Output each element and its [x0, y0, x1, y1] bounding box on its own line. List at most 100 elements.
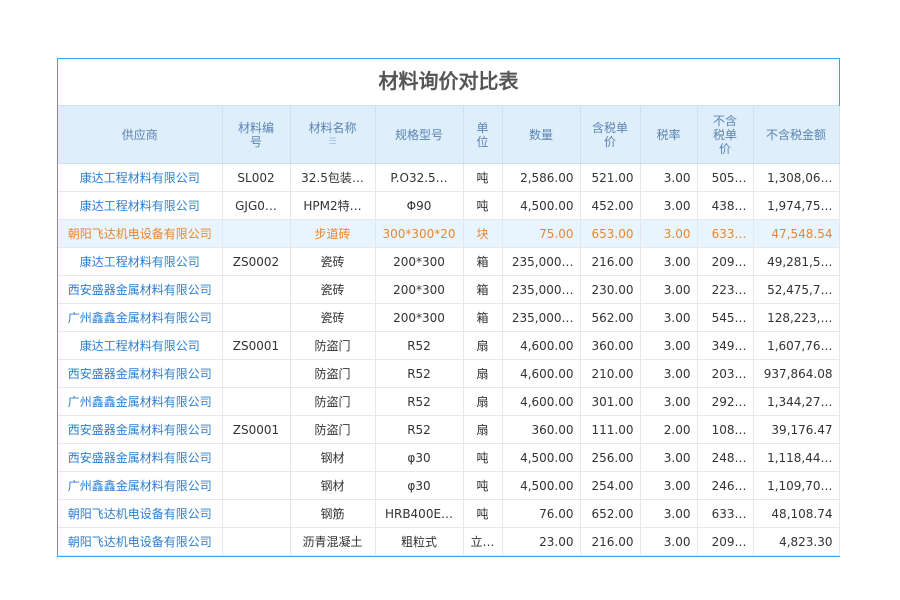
cell-supplier[interactable]: 广州鑫鑫金属材料有限公司	[58, 387, 223, 416]
sort-icon[interactable]: ☰	[328, 136, 337, 147]
cell-spec: 300*300*20	[375, 219, 464, 248]
cell-unit: 扇	[463, 359, 503, 388]
cell-quantity: 4,600.00	[502, 387, 581, 416]
cell-net-price: 203…	[697, 359, 754, 388]
cell-unit: 扇	[463, 331, 503, 360]
table-row[interactable]: 朝阳飞达机电设备有限公司 步道砖 300*300*20 块 75.00 653.00 3.0…	[58, 219, 840, 248]
table-row[interactable]: 康达工程材料有限公司 SL002 32.5包装… P.O32.5… 吨 2,586.00 5…	[58, 163, 840, 192]
cell-supplier[interactable]: 朝阳飞达机电设备有限公司	[58, 527, 223, 556]
cell-spec: 200*300	[375, 303, 464, 332]
cell-spec: P.O32.5…	[375, 163, 464, 192]
header-spec[interactable]: 规格型号	[375, 106, 464, 164]
cell-material-code: ZS0001	[222, 331, 291, 360]
cell-net-price: 292…	[697, 387, 754, 416]
cell-tax-price: 230.00	[580, 275, 641, 304]
header-label: 不含税金额	[765, 127, 826, 142]
cell-tax-price: 216.00	[580, 527, 641, 556]
header-supplier[interactable]: 供应商	[58, 106, 223, 164]
cell-tax-rate: 3.00	[640, 499, 698, 528]
cell-supplier[interactable]: 康达工程材料有限公司	[58, 191, 223, 220]
cell-tax-rate: 2.00	[640, 415, 698, 444]
table-row[interactable]: 西安盛器金属材料有限公司 ZS0001 防盗门 R52 扇 360.00 111.00 2.0…	[58, 415, 840, 444]
cell-supplier[interactable]: 康达工程材料有限公司	[58, 331, 223, 360]
cell-supplier[interactable]: 康达工程材料有限公司	[58, 163, 223, 192]
cell-supplier[interactable]: 朝阳飞达机电设备有限公司	[58, 499, 223, 528]
header-quantity[interactable]: 数量	[502, 106, 581, 164]
cell-tax-rate: 3.00	[640, 443, 698, 472]
cell-spec: φ30	[375, 443, 464, 472]
cell-supplier[interactable]: 西安盛器金属材料有限公司	[58, 275, 223, 304]
cell-spec: R52	[375, 415, 464, 444]
cell-supplier[interactable]: 西安盛器金属材料有限公司	[58, 443, 223, 472]
table-row[interactable]: 西安盛器金属材料有限公司 防盗门 R52 扇 4,600.00 210.00 3.00 203…	[58, 359, 840, 388]
cell-supplier[interactable]: 广州鑫鑫金属材料有限公司	[58, 303, 223, 332]
cell-quantity: 4,600.00	[502, 359, 581, 388]
cell-supplier[interactable]: 西安盛器金属材料有限公司	[58, 359, 223, 388]
cell-tax-rate: 3.00	[640, 219, 698, 248]
cell-net-price: 209…	[697, 247, 754, 276]
header-unit[interactable]: 单位	[463, 106, 503, 164]
cell-quantity: 235,000…	[502, 303, 581, 332]
table-row[interactable]: 朝阳飞达机电设备有限公司 沥青混凝土 粗粒式 立… 23.00 216.00 3.00 209…	[58, 527, 840, 556]
cell-quantity: 4,500.00	[502, 471, 581, 500]
table-row[interactable]: 广州鑫鑫金属材料有限公司 防盗门 R52 扇 4,600.00 301.00 3.00 292…	[58, 387, 840, 416]
cell-net-price: 248…	[697, 443, 754, 472]
cell-tax-rate: 3.00	[640, 527, 698, 556]
cell-material-name: 钢筋	[290, 499, 376, 528]
header-tax-rate[interactable]: 税率	[640, 106, 698, 164]
table-row[interactable]: 广州鑫鑫金属材料有限公司 瓷砖 200*300 箱 235,000… 562.00 3.00…	[58, 303, 840, 332]
cell-net-price: 545…	[697, 303, 754, 332]
cell-tax-rate: 3.00	[640, 359, 698, 388]
cell-tax-rate: 3.00	[640, 191, 698, 220]
cell-material-code: ZS0001	[222, 415, 291, 444]
cell-supplier[interactable]: 康达工程材料有限公司	[58, 247, 223, 276]
cell-net-amount: 1,974,75…	[753, 191, 840, 220]
header-net-amount[interactable]: 不含税金额	[753, 106, 840, 164]
table-row[interactable]: 朝阳飞达机电设备有限公司 钢筋 HRB400E… 吨 76.00 652.00 3.00 63…	[58, 499, 840, 528]
header-material-name[interactable]: 材料名称 ☰	[290, 106, 376, 164]
cell-net-amount: 39,176.47	[753, 415, 840, 444]
cell-material-name: 瓷砖	[290, 275, 376, 304]
header-material-code[interactable]: 材料编号	[222, 106, 291, 164]
cell-material-code	[222, 527, 291, 556]
cell-supplier[interactable]: 朝阳飞达机电设备有限公司	[58, 219, 223, 248]
cell-tax-price: 521.00	[580, 163, 641, 192]
table-row[interactable]: 康达工程材料有限公司 GJG0… HPM2特… Φ90 吨 4,500.00 452.00 3…	[58, 191, 840, 220]
cell-net-price: 505…	[697, 163, 754, 192]
cell-quantity: 4,500.00	[502, 191, 581, 220]
cell-material-name: 防盗门	[290, 387, 376, 416]
header-label: 材料编号	[237, 120, 274, 149]
table-row[interactable]: 西安盛器金属材料有限公司 钢材 φ30 吨 4,500.00 256.00 3.00 248……	[58, 443, 840, 472]
cell-supplier[interactable]: 西安盛器金属材料有限公司	[58, 415, 223, 444]
table-row[interactable]: 康达工程材料有限公司 ZS0001 防盗门 R52 扇 4,600.00 360.00 3.0…	[58, 331, 840, 360]
cell-net-amount: 4,823.30	[753, 527, 840, 556]
cell-supplier[interactable]: 广州鑫鑫金属材料有限公司	[58, 471, 223, 500]
cell-unit: 立…	[463, 527, 503, 556]
cell-net-amount: 1,109,70…	[753, 471, 840, 500]
comparison-table-panel: 材料询价对比表 供应商 材料编号 材料名称 ☰ 规格型号 单位 数量 含税单价 税率 不含税单价不…	[57, 58, 840, 557]
cell-tax-price: 216.00	[580, 247, 641, 276]
cell-tax-rate: 3.00	[640, 331, 698, 360]
cell-quantity: 75.00	[502, 219, 581, 248]
cell-unit: 箱	[463, 303, 503, 332]
header-label: 规格型号	[394, 127, 443, 142]
cell-material-code	[222, 275, 291, 304]
header-label: 材料名称	[308, 120, 357, 135]
cell-spec: R52	[375, 387, 464, 416]
header-label: 供应商	[121, 127, 158, 142]
header-label: 不含税单价	[712, 113, 737, 156]
cell-spec: R52	[375, 359, 464, 388]
cell-quantity: 23.00	[502, 527, 581, 556]
table-row[interactable]: 西安盛器金属材料有限公司 瓷砖 200*300 箱 235,000… 230.00 3.00…	[58, 275, 840, 304]
cell-tax-rate: 3.00	[640, 275, 698, 304]
cell-spec: R52	[375, 331, 464, 360]
table-row[interactable]: 康达工程材料有限公司 ZS0002 瓷砖 200*300 箱 235,000… 216.00…	[58, 247, 840, 276]
cell-net-price: 438…	[697, 191, 754, 220]
cell-unit: 吨	[463, 163, 503, 192]
cell-net-price: 108…	[697, 415, 754, 444]
table-row[interactable]: 广州鑫鑫金属材料有限公司 钢材 φ30 吨 4,500.00 254.00 3.00 246……	[58, 471, 840, 500]
header-tax-price[interactable]: 含税单价	[580, 106, 641, 164]
header-net-price[interactable]: 不含税单价	[697, 106, 754, 164]
header-label: 数量	[528, 127, 553, 142]
cell-net-amount: 937,864.08	[753, 359, 840, 388]
